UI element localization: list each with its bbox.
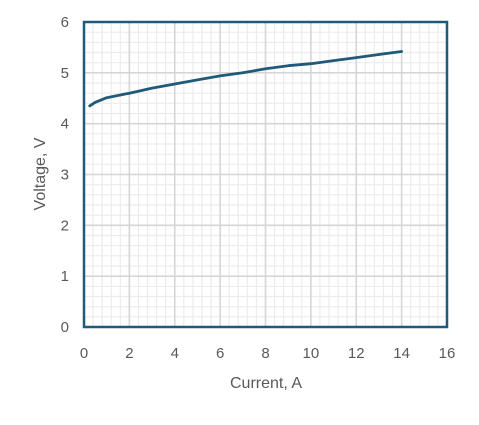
y-tick-label: 6 <box>61 14 69 31</box>
y-tick-labels: 0 1 2 3 4 5 6 <box>61 14 69 336</box>
x-tick-label: 16 <box>439 345 456 362</box>
y-tick-label: 3 <box>61 167 69 184</box>
x-tick-label: 8 <box>261 345 269 362</box>
y-axis-title: Voltage, V <box>32 137 49 210</box>
x-tick-labels: 0 2 4 6 8 10 12 14 16 <box>80 345 456 362</box>
plot-frame <box>82 20 449 329</box>
x-tick-label: 12 <box>348 345 365 362</box>
y-tick-label: 4 <box>61 116 69 133</box>
y-tick-label: 2 <box>61 217 69 234</box>
x-tick-label: 2 <box>125 345 133 362</box>
y-tick-label: 0 <box>61 319 69 336</box>
x-tick-label: 6 <box>216 345 224 362</box>
plot-border <box>82 20 449 329</box>
x-axis-title: Current, A <box>230 375 302 392</box>
y-tick-label: 5 <box>61 65 69 82</box>
x-tick-label: 10 <box>303 345 320 362</box>
series-layer <box>88 50 404 108</box>
series-line-1 <box>88 50 404 108</box>
y-tick-label: 1 <box>61 268 69 285</box>
x-tick-label: 0 <box>80 345 88 362</box>
x-tick-label: 14 <box>393 345 410 362</box>
x-tick-label: 4 <box>171 345 179 362</box>
